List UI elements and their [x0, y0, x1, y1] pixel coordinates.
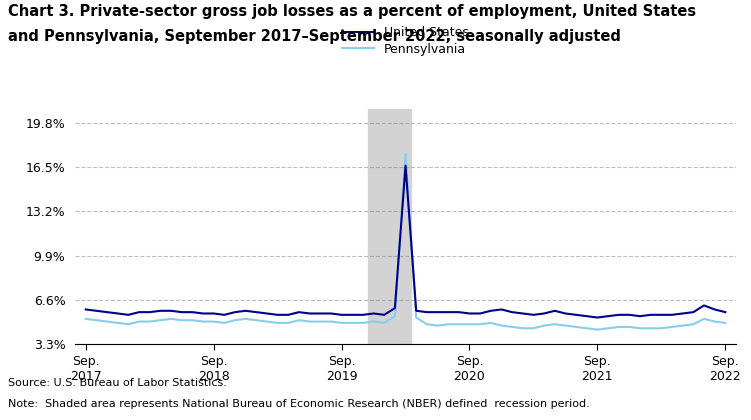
United States: [593, 315, 602, 320]
Line: Pennsylvania: Pennsylvania: [86, 154, 725, 330]
Pennsylvania: [433, 323, 442, 328]
Pennsylvania: [305, 319, 314, 324]
United States: [657, 312, 666, 318]
Bar: [368, 109, 411, 344]
Legend: United States, Pennsylvania: United States, Pennsylvania: [342, 26, 469, 56]
United States: [721, 310, 730, 315]
Pennsylvania: [593, 327, 602, 332]
Pennsylvania: [721, 320, 730, 326]
Text: Note:  Shaded area represents National Bureau of Economic Research (NBER) define: Note: Shaded area represents National Bu…: [8, 399, 590, 409]
United States: [433, 310, 442, 315]
Pennsylvania: [475, 322, 484, 327]
Text: and Pennsylvania, September 2017–September 2022, seasonally adjusted: and Pennsylvania, September 2017–Septemb…: [8, 29, 620, 45]
United States: [305, 311, 314, 316]
United States: [401, 163, 410, 168]
Pennsylvania: [81, 316, 90, 321]
Pennsylvania: [210, 319, 219, 324]
Pennsylvania: [231, 318, 240, 323]
Line: United States: United States: [86, 165, 725, 318]
United States: [210, 311, 219, 316]
Text: Chart 3. Private-sector gross job losses as a percent of employment, United Stat: Chart 3. Private-sector gross job losses…: [8, 4, 695, 19]
Text: Source: U.S. Bureau of Labor Statistics.: Source: U.S. Bureau of Labor Statistics.: [8, 378, 226, 388]
Pennsylvania: [657, 326, 666, 331]
United States: [81, 307, 90, 312]
Pennsylvania: [401, 151, 410, 156]
United States: [231, 310, 240, 315]
United States: [475, 311, 484, 316]
